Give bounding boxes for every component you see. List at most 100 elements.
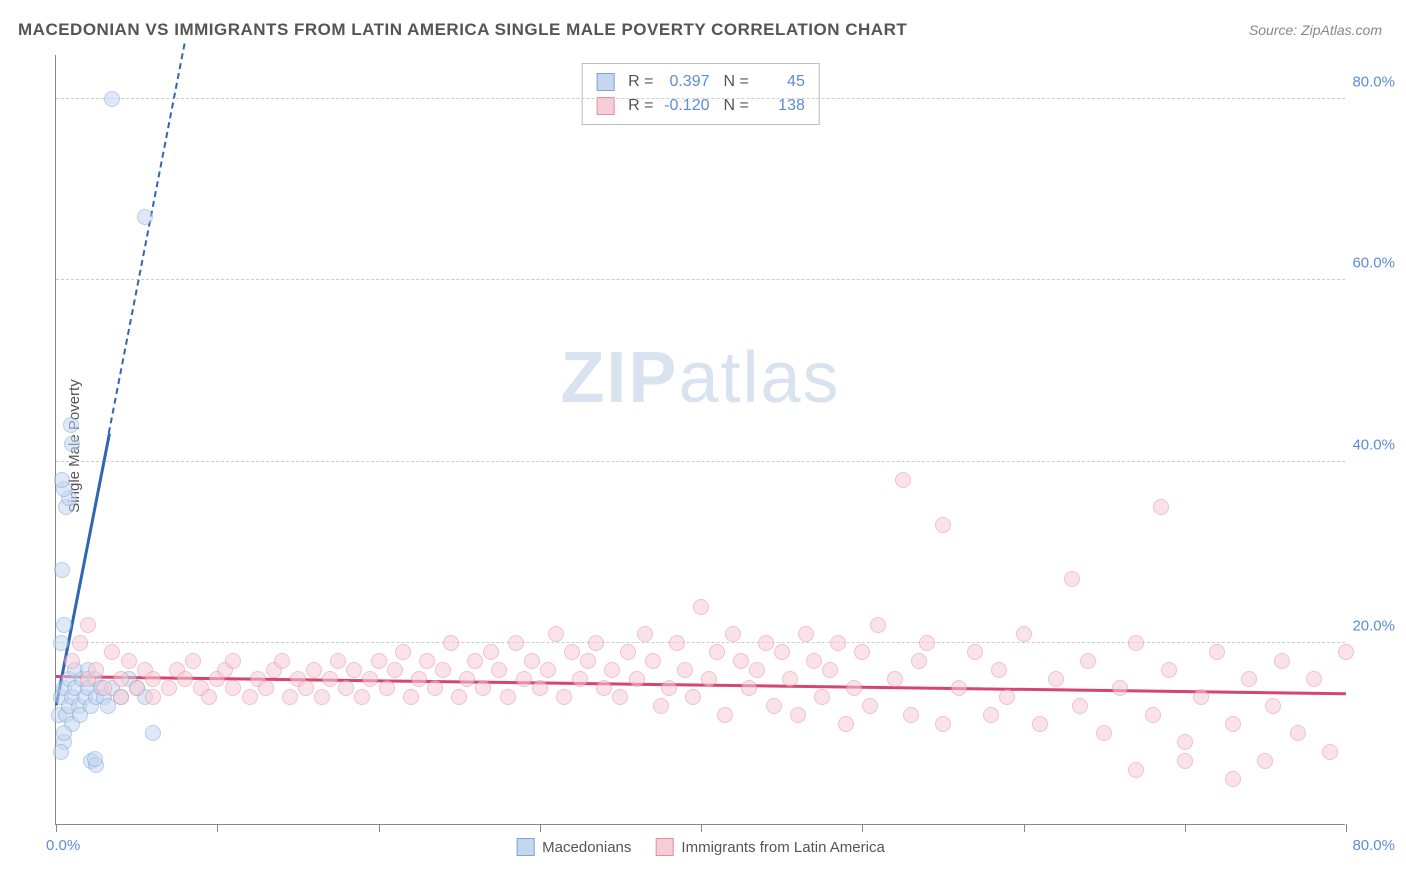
data-point [524,653,540,669]
x-axis-max-label: 80.0% [1352,837,1395,854]
x-tick [1346,824,1347,832]
data-point [177,671,193,687]
data-point [1177,734,1193,750]
data-point [56,617,72,633]
chart-title: MACEDONIAN VS IMMIGRANTS FROM LATIN AMER… [18,20,907,40]
x-tick [540,824,541,832]
data-point [862,698,878,714]
data-point [330,653,346,669]
data-point [1096,725,1112,741]
data-point [508,635,524,651]
plot-area: ZIPatlas R =0.397N =45R =-0.120N =138 Ma… [55,55,1345,825]
data-point [362,671,378,687]
data-point [395,644,411,660]
x-tick [701,824,702,832]
data-point [604,662,620,678]
data-point [717,707,733,723]
data-point [1153,499,1169,515]
series-legend: Macedonians Immigrants from Latin America [516,838,885,856]
data-point [427,680,443,696]
data-point [895,472,911,488]
data-point [282,689,298,705]
data-point [887,671,903,687]
data-point [766,698,782,714]
data-point [637,626,653,642]
data-point [693,599,709,615]
y-tick-label: 80.0% [1350,74,1395,91]
data-point [935,716,951,732]
data-point [1128,762,1144,778]
data-point [64,436,80,452]
data-point [113,689,129,705]
data-point [129,680,145,696]
data-point [274,653,290,669]
x-axis-min-label: 0.0% [46,837,80,854]
data-point [1257,753,1273,769]
legend-item: Immigrants from Latin America [655,838,884,856]
data-point [991,662,1007,678]
data-point [185,653,201,669]
data-point [709,644,725,660]
data-point [387,662,403,678]
data-point [1048,671,1064,687]
data-point [951,680,967,696]
data-point [483,644,499,660]
data-point [104,91,120,107]
data-point [225,653,241,669]
data-point [782,671,798,687]
data-point [838,716,854,732]
data-point [491,662,507,678]
data-point [87,751,103,767]
data-point [774,644,790,660]
data-point [63,417,79,433]
data-point [451,689,467,705]
data-point [54,562,70,578]
data-point [1290,725,1306,741]
data-point [1225,771,1241,787]
data-point [459,671,475,687]
x-tick [217,824,218,832]
data-point [338,680,354,696]
data-point [80,617,96,633]
y-tick-label: 20.0% [1350,617,1395,634]
data-point [532,680,548,696]
data-point [1064,571,1080,587]
x-tick [862,824,863,832]
data-point [53,635,69,651]
legend-swatch [516,838,534,856]
data-point [1193,689,1209,705]
data-point [983,707,999,723]
data-point [725,626,741,642]
data-point [201,689,217,705]
data-point [443,635,459,651]
grid-line [56,642,1345,643]
data-point [88,662,104,678]
legend-item: Macedonians [516,838,631,856]
data-point [72,635,88,651]
data-point [629,671,645,687]
watermark: ZIPatlas [560,337,840,419]
data-point [846,680,862,696]
data-point [258,680,274,696]
data-point [314,689,330,705]
data-point [580,653,596,669]
data-point [371,653,387,669]
data-point [1072,698,1088,714]
x-tick [1185,824,1186,832]
data-point [830,635,846,651]
data-point [798,626,814,642]
data-point [572,671,588,687]
data-point [379,680,395,696]
data-point [1016,626,1032,642]
source-attribution: Source: ZipAtlas.com [1249,22,1382,38]
data-point [1274,653,1290,669]
data-point [935,517,951,533]
x-tick [1024,824,1025,832]
data-point [911,653,927,669]
data-point [814,689,830,705]
data-point [903,707,919,723]
data-point [1338,644,1354,660]
data-point [1225,716,1241,732]
data-point [145,689,161,705]
y-tick-label: 40.0% [1350,436,1395,453]
